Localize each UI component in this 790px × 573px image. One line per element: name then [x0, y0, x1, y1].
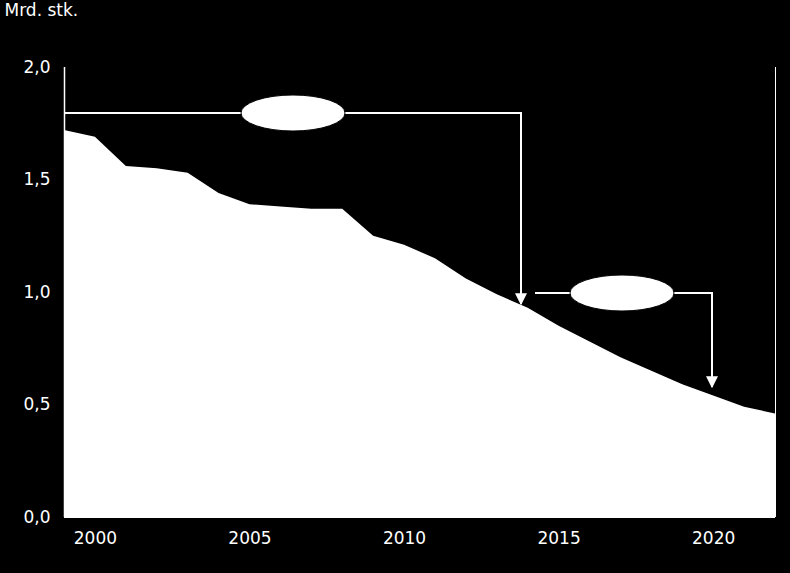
svg-text:0,0: 0,0: [23, 507, 50, 527]
svg-text:0,5: 0,5: [23, 394, 50, 414]
svg-text:2015: 2015: [537, 528, 580, 548]
svg-text:2010: 2010: [383, 528, 426, 548]
svg-text:2005: 2005: [228, 528, 271, 548]
svg-text:2020: 2020: [692, 528, 735, 548]
svg-text:1,0: 1,0: [23, 282, 50, 302]
svg-text:2,0: 2,0: [23, 57, 50, 77]
svg-text:2000: 2000: [74, 528, 117, 548]
svg-text:1,5: 1,5: [23, 169, 50, 189]
svg-text:Mrd. stk.: Mrd. stk.: [5, 0, 79, 20]
